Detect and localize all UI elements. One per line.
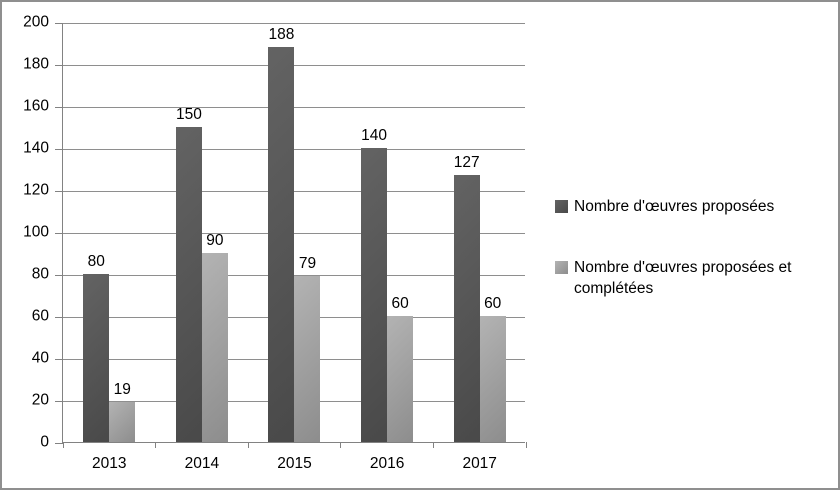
legend-swatch bbox=[555, 261, 568, 274]
y-axis-label: 180 bbox=[23, 55, 49, 73]
legend: Nombre d'œuvres proposées Nombre d'œuvres… bbox=[555, 196, 833, 339]
x-axis-label: 2016 bbox=[369, 455, 405, 472]
legend-label: Nombre d'œuvres proposées et complétées bbox=[574, 259, 792, 297]
x-axis-tick bbox=[247, 442, 249, 448]
y-axis-tick bbox=[55, 148, 63, 150]
y-axis-tick bbox=[55, 22, 63, 24]
x-axis-tick bbox=[62, 442, 64, 448]
bar: 140 bbox=[361, 127, 388, 442]
category-group: 127 60 bbox=[433, 23, 526, 442]
bar-value-label: 60 bbox=[484, 295, 502, 312]
y-axis-label: 60 bbox=[31, 307, 49, 325]
bar: 80 bbox=[83, 253, 110, 442]
y-axis-tick bbox=[55, 358, 63, 360]
x-axis-tick bbox=[525, 442, 527, 448]
bar-value-label: 127 bbox=[453, 154, 480, 172]
bar-value-label: 150 bbox=[175, 106, 202, 123]
y-axis-tick bbox=[55, 274, 63, 276]
category-group: 140 60 bbox=[341, 23, 434, 442]
x-axis-tick bbox=[155, 442, 157, 448]
x-axis-label: 2014 bbox=[184, 455, 220, 472]
bar: 188 bbox=[268, 26, 295, 442]
y-axis-tick bbox=[55, 316, 63, 318]
bar-value-label: 60 bbox=[391, 295, 409, 312]
y-axis-label: 160 bbox=[23, 97, 49, 115]
y-axis-label: 100 bbox=[23, 223, 49, 241]
bar-value-label: 79 bbox=[298, 255, 317, 273]
bar: 60 bbox=[387, 295, 414, 442]
bar: 19 bbox=[109, 381, 136, 442]
legend-label: Nombre d'œuvres proposées bbox=[574, 198, 775, 215]
bar: 60 bbox=[479, 295, 506, 442]
y-axis-label: 120 bbox=[23, 181, 49, 199]
bar: 90 bbox=[201, 232, 228, 442]
x-axis-label: 2015 bbox=[277, 455, 312, 472]
y-axis-label: 0 bbox=[40, 433, 49, 451]
bar-value-label: 140 bbox=[361, 127, 388, 144]
x-axis-tick bbox=[432, 442, 434, 448]
y-axis-label: 20 bbox=[31, 391, 49, 409]
x-axis-label: 2013 bbox=[92, 455, 127, 472]
y-axis-tick bbox=[55, 400, 63, 402]
bar: 127 bbox=[453, 154, 480, 442]
y-axis-tick bbox=[55, 106, 63, 108]
bar: 79 bbox=[294, 255, 321, 442]
y-axis-label: 140 bbox=[23, 139, 49, 157]
y-axis-label: 80 bbox=[31, 265, 49, 283]
y-axis-label: 200 bbox=[23, 13, 49, 31]
legend-item: Nombre d'œuvres proposées et complétées bbox=[555, 257, 833, 299]
bar-value-label: 188 bbox=[268, 26, 295, 44]
y-axis-tick bbox=[55, 64, 63, 66]
category-group: 150 90 bbox=[156, 23, 249, 442]
category-group: 188 79 bbox=[248, 23, 341, 442]
x-axis-label: 2017 bbox=[462, 455, 497, 472]
y-axis-tick bbox=[55, 190, 63, 192]
category-group: 80 19 bbox=[63, 23, 156, 442]
x-axis-tick bbox=[340, 442, 342, 448]
y-axis-label: 40 bbox=[31, 349, 49, 367]
bar-value-label: 19 bbox=[113, 381, 131, 399]
y-axis-tick bbox=[55, 442, 63, 444]
y-axis-tick bbox=[55, 232, 63, 234]
bar-value-label: 90 bbox=[206, 232, 224, 249]
legend-item: Nombre d'œuvres proposées bbox=[555, 196, 833, 217]
legend-swatch bbox=[555, 200, 568, 213]
gridline bbox=[63, 22, 525, 24]
plot-area: 0 20 40 60 80 100 120 140 160 180 200 80 19 2013 150 90… bbox=[23, 13, 527, 472]
bar-value-label: 80 bbox=[87, 253, 105, 270]
bar: 150 bbox=[175, 106, 202, 442]
